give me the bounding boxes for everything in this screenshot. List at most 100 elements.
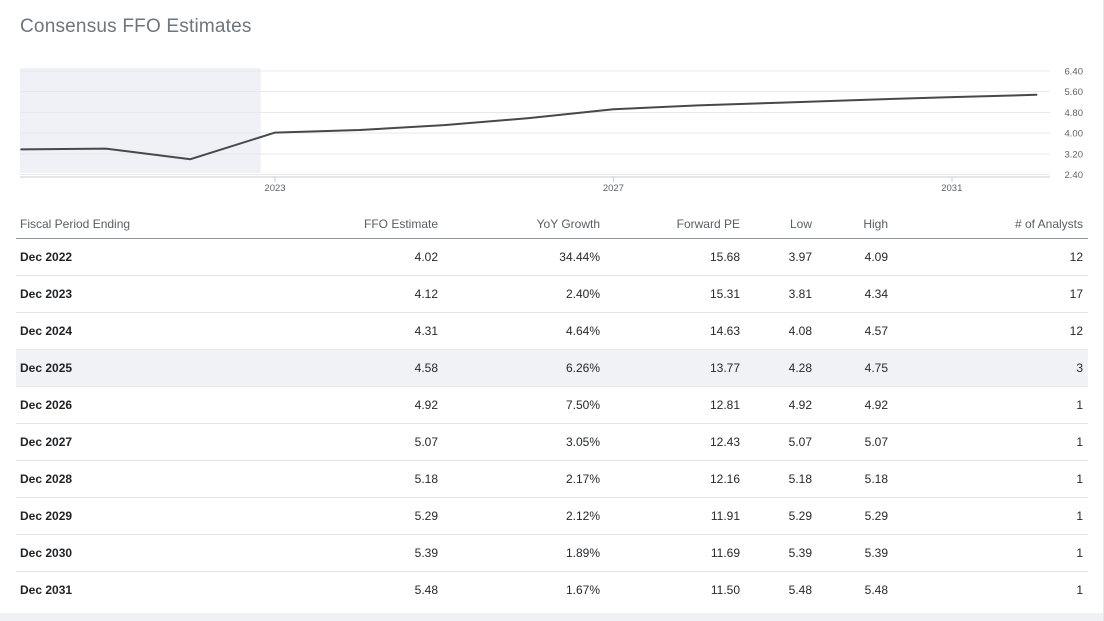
cell-ffo: 4.31 bbox=[310, 312, 438, 350]
x-tick-label: 2023 bbox=[264, 183, 285, 194]
cell-low: 5.18 bbox=[740, 460, 812, 498]
cell-yoy: 3.05% bbox=[438, 423, 600, 461]
table-row[interactable]: Dec 2027 5.07 3.05% 12.43 5.07 5.07 1 bbox=[16, 423, 1088, 461]
cell-low: 4.28 bbox=[740, 349, 812, 387]
cell-pe: 11.69 bbox=[600, 534, 740, 572]
x-tick-label: 2031 bbox=[941, 183, 962, 194]
cell-ffo: 5.18 bbox=[310, 460, 438, 498]
table-header-row: Fiscal Period Ending FFO Estimate YoY Grow… bbox=[16, 210, 1088, 239]
y-tick-label: 3.20 bbox=[1065, 149, 1084, 160]
cell-pe: 12.16 bbox=[600, 460, 740, 498]
cell-period: Dec 2027 bbox=[16, 423, 310, 461]
cell-low: 4.08 bbox=[740, 312, 812, 350]
table-row[interactable]: Dec 2023 4.12 2.40% 15.31 3.81 4.34 17 bbox=[16, 275, 1088, 313]
cell-analysts: 1 bbox=[888, 423, 1088, 461]
cell-low: 3.97 bbox=[740, 238, 812, 276]
table-row[interactable]: Dec 2031 5.48 1.67% 11.50 5.48 5.48 1 bbox=[16, 572, 1088, 609]
y-tick-label: 4.00 bbox=[1065, 129, 1084, 140]
cell-analysts: 12 bbox=[888, 312, 1088, 350]
cell-ffo: 4.92 bbox=[310, 386, 438, 424]
cell-period: Dec 2028 bbox=[16, 460, 310, 498]
cell-analysts: 3 bbox=[888, 349, 1088, 387]
bottom-strip bbox=[0, 613, 1103, 621]
cell-pe: 15.31 bbox=[600, 275, 740, 313]
cell-high: 5.07 bbox=[812, 423, 888, 461]
ffo-estimates-chart: 6.40 5.60 4.80 4.00 3.20 2.40 2023 2027 2031 bbox=[20, 67, 1084, 194]
y-tick-label: 6.40 bbox=[1065, 67, 1084, 78]
cell-low: 3.81 bbox=[740, 275, 812, 313]
cell-yoy: 4.64% bbox=[438, 312, 600, 350]
cell-high: 5.39 bbox=[812, 534, 888, 572]
cell-pe: 15.68 bbox=[600, 238, 740, 276]
table-row[interactable]: Dec 2030 5.39 1.89% 11.69 5.39 5.39 1 bbox=[16, 534, 1088, 572]
column-header-yoy: YoY Growth bbox=[438, 210, 600, 239]
cell-analysts: 17 bbox=[888, 275, 1088, 313]
cell-low: 4.92 bbox=[740, 386, 812, 424]
ffo-series-line bbox=[20, 93, 1038, 161]
column-header-analysts: # of Analysts bbox=[888, 210, 1088, 239]
cell-yoy: 7.50% bbox=[438, 386, 600, 424]
cell-high: 5.48 bbox=[864, 583, 888, 597]
y-tick-label: 5.60 bbox=[1065, 87, 1084, 98]
cell-high: 5.29 bbox=[812, 497, 888, 535]
cell-period: Dec 2031 bbox=[20, 583, 73, 597]
cell-pe: 11.91 bbox=[600, 497, 740, 535]
page-title: Consensus FFO Estimates bbox=[20, 16, 252, 37]
table-row[interactable]: Dec 2026 4.92 7.50% 12.81 4.92 4.92 1 bbox=[16, 386, 1088, 424]
cell-ffo: 4.12 bbox=[310, 275, 438, 313]
chart-historical-shading bbox=[20, 68, 261, 173]
cell-high: 4.57 bbox=[812, 312, 888, 350]
cell-high: 5.18 bbox=[812, 460, 888, 498]
cell-low: 5.48 bbox=[788, 583, 812, 597]
cell-high: 4.09 bbox=[812, 238, 888, 276]
cell-analysts: 1 bbox=[888, 460, 1088, 498]
table-row[interactable]: Dec 2029 5.29 2.12% 11.91 5.29 5.29 1 bbox=[16, 497, 1088, 535]
table-body: Dec 2022 4.02 34.44% 15.68 3.97 4.09 12 Dec 202… bbox=[16, 238, 1088, 609]
cell-pe: 12.43 bbox=[600, 423, 740, 461]
cell-yoy: 1.67% bbox=[565, 583, 600, 597]
cell-yoy: 34.44% bbox=[438, 238, 600, 276]
estimates-table: Fiscal Period Ending FFO Estimate YoY Grow… bbox=[16, 210, 1088, 608]
cell-low: 5.07 bbox=[740, 423, 812, 461]
cell-period: Dec 2029 bbox=[16, 497, 310, 535]
column-header-ffo: FFO Estimate bbox=[310, 210, 438, 239]
table-row[interactable]: Dec 2024 4.31 4.64% 14.63 4.08 4.57 12 bbox=[16, 312, 1088, 350]
y-tick-label: 2.40 bbox=[1065, 170, 1084, 181]
cell-period: Dec 2025 bbox=[16, 349, 310, 387]
cell-ffo: 4.58 bbox=[310, 349, 438, 387]
cell-period: Dec 2026 bbox=[16, 386, 310, 424]
cell-ffo: 4.02 bbox=[310, 238, 438, 276]
cell-period: Dec 2023 bbox=[16, 275, 310, 313]
cell-high: 4.92 bbox=[812, 386, 888, 424]
cell-low: 5.29 bbox=[740, 497, 812, 535]
x-tick-label: 2027 bbox=[603, 183, 624, 194]
table-row[interactable]: Dec 2022 4.02 34.44% 15.68 3.97 4.09 12 bbox=[16, 238, 1088, 276]
column-header-pe: Forward PE bbox=[600, 210, 740, 239]
table-row[interactable]: Dec 2028 5.18 2.17% 12.16 5.18 5.18 1 bbox=[16, 460, 1088, 498]
column-header-high: High bbox=[812, 210, 888, 239]
cell-analysts: 12 bbox=[888, 238, 1088, 276]
cell-period: Dec 2030 bbox=[16, 534, 310, 572]
cell-low: 5.39 bbox=[740, 534, 812, 572]
cell-yoy: 2.12% bbox=[438, 497, 600, 535]
cell-yoy: 6.26% bbox=[438, 349, 600, 387]
cell-pe: 13.77 bbox=[600, 349, 740, 387]
cell-yoy: 2.17% bbox=[438, 460, 600, 498]
y-tick-label: 4.80 bbox=[1065, 108, 1084, 119]
column-header-period: Fiscal Period Ending bbox=[16, 210, 310, 239]
cell-high: 4.75 bbox=[812, 349, 888, 387]
cell-pe: 11.50 bbox=[710, 583, 740, 597]
cell-ffo: 5.07 bbox=[310, 423, 438, 461]
cell-yoy: 1.89% bbox=[438, 534, 600, 572]
cell-yoy: 2.40% bbox=[438, 275, 600, 313]
table-row[interactable]: Dec 2025 4.58 6.26% 13.77 4.28 4.75 3 bbox=[16, 349, 1088, 387]
cell-analysts: 1 bbox=[888, 497, 1088, 535]
cell-analysts: 1 bbox=[888, 386, 1088, 424]
column-header-low: Low bbox=[740, 210, 812, 239]
cell-analysts: 1 bbox=[1076, 583, 1083, 597]
cell-pe: 14.63 bbox=[600, 312, 740, 350]
cell-ffo: 5.39 bbox=[310, 534, 438, 572]
cell-period: Dec 2024 bbox=[16, 312, 310, 350]
cell-ffo: 5.48 bbox=[414, 583, 438, 597]
